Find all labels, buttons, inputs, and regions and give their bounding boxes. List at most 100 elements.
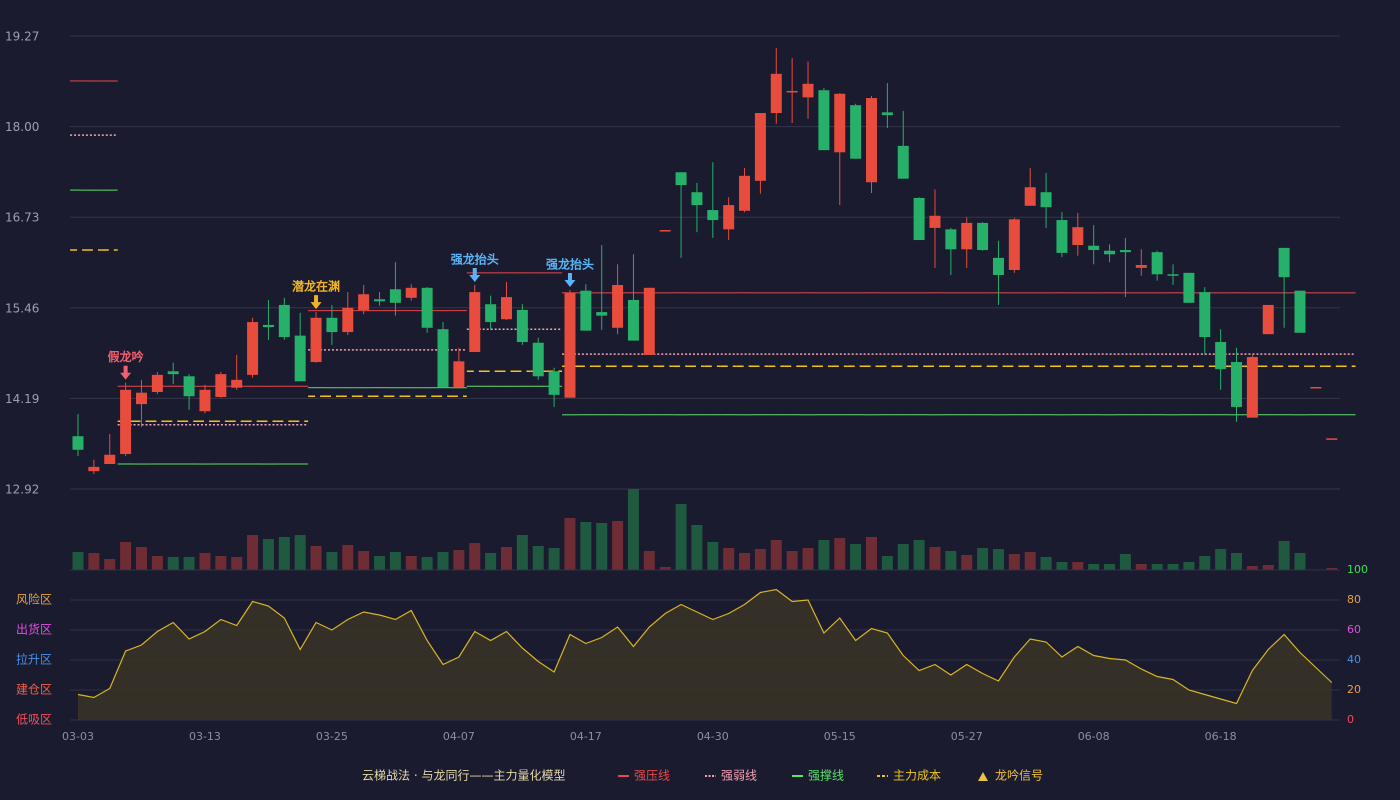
candle-body [929, 215, 941, 228]
volume-bar [88, 553, 100, 570]
legend-title: 云梯战法 · 与龙同行——主力量化模型 [362, 769, 565, 783]
volume-bar [532, 546, 544, 570]
candle-body [834, 93, 846, 153]
candle-body [1199, 292, 1211, 338]
candle-body [516, 309, 528, 343]
volume-bar [754, 549, 766, 570]
candle-body [1072, 227, 1084, 246]
volume-bar [1040, 557, 1052, 570]
volume-bar [913, 540, 925, 570]
candle-body [707, 210, 719, 221]
candle-body [151, 374, 163, 392]
candle-body [437, 329, 449, 387]
volume-bar [881, 556, 893, 570]
y-tick-label: 0 [1347, 713, 1354, 726]
volume-bar [643, 551, 655, 570]
y-tick-label: 15.46 [5, 301, 39, 315]
signal-arrow [310, 295, 322, 310]
volume-bar [135, 547, 147, 570]
volume-bar [183, 557, 195, 570]
candle-body [850, 105, 862, 159]
candle-body [1262, 304, 1274, 335]
volume-bar [786, 551, 798, 570]
y-tick-label: 100 [1347, 563, 1368, 576]
candle-body [342, 307, 354, 333]
x-tick-label: 05-27 [951, 730, 983, 743]
candle-body [1215, 342, 1227, 370]
candle-body [548, 371, 560, 395]
candle-body [247, 322, 259, 375]
volume-bar [485, 553, 497, 570]
zone-label: 低吸区 [16, 713, 52, 727]
candle-body [945, 229, 957, 250]
volume-bar [326, 552, 338, 570]
candle-body [1326, 438, 1338, 440]
signal-label: 强龙抬头 [546, 256, 594, 271]
volume-bar [1151, 564, 1163, 570]
candle-body [770, 73, 782, 114]
candle-body [802, 83, 814, 98]
volume-bar [834, 538, 846, 570]
volume-bar [453, 550, 465, 570]
volume-bar [1326, 568, 1338, 570]
volume-bar [199, 553, 211, 570]
volume-bar [1167, 564, 1179, 570]
volume-bar [215, 556, 227, 570]
volume-bar [961, 555, 973, 570]
volume-bar [770, 540, 782, 570]
volume-bar [247, 535, 259, 570]
candle-body [1088, 245, 1100, 251]
volume-bar [516, 535, 528, 570]
candle-body [453, 361, 465, 387]
candle-body [421, 287, 433, 328]
volume-bar [1231, 553, 1243, 570]
volume-bar [1262, 565, 1274, 570]
volume-bar [596, 523, 608, 570]
candle-body [278, 304, 290, 338]
volume-bar [405, 556, 417, 570]
candle-body [977, 222, 989, 251]
y-tick-label: 19.27 [5, 30, 39, 44]
volume-bar [1024, 552, 1036, 570]
volume-bar [120, 542, 132, 570]
signal-arrow [469, 267, 481, 282]
signal-label: 假龙吟 [108, 349, 144, 364]
candle-body [104, 454, 116, 465]
volume-bar [548, 548, 560, 570]
y-tick-label: 18.00 [5, 120, 39, 134]
volume-bar [294, 535, 306, 570]
y-tick-label: 60 [1347, 623, 1361, 636]
signal-arrow [564, 272, 576, 287]
volume-bar [1183, 562, 1195, 570]
zone-label: 建仓区 [16, 683, 52, 697]
candle-body [596, 312, 608, 316]
candle-body [739, 175, 751, 211]
candle-body [897, 145, 909, 179]
volume-bar [1072, 562, 1084, 570]
x-tick-label: 03-25 [316, 730, 348, 743]
candle-body [358, 294, 370, 310]
y-tick-label: 20 [1347, 683, 1361, 696]
candle-body [262, 324, 274, 328]
volume-bar [1135, 564, 1147, 570]
candle-body [564, 292, 576, 398]
candle-body [374, 299, 386, 302]
candle-body [754, 113, 766, 181]
legend-label: 强撑线 [808, 768, 844, 783]
zone-label: 风险区 [16, 592, 52, 607]
candle-body [215, 374, 227, 397]
volume-bar [580, 522, 592, 570]
volume-bar [866, 537, 877, 570]
volume-bar [627, 489, 639, 570]
candle-body [1119, 250, 1131, 253]
volume-bar [850, 544, 862, 570]
x-tick-label: 03-13 [189, 730, 221, 743]
candle-body [326, 317, 338, 333]
volume-bar [723, 548, 735, 570]
candle-body [500, 297, 512, 320]
candle-body [1040, 192, 1052, 208]
signal-label: 潜龙在渊 [292, 279, 340, 294]
volume-bar [818, 540, 830, 570]
candle-body [627, 299, 639, 341]
